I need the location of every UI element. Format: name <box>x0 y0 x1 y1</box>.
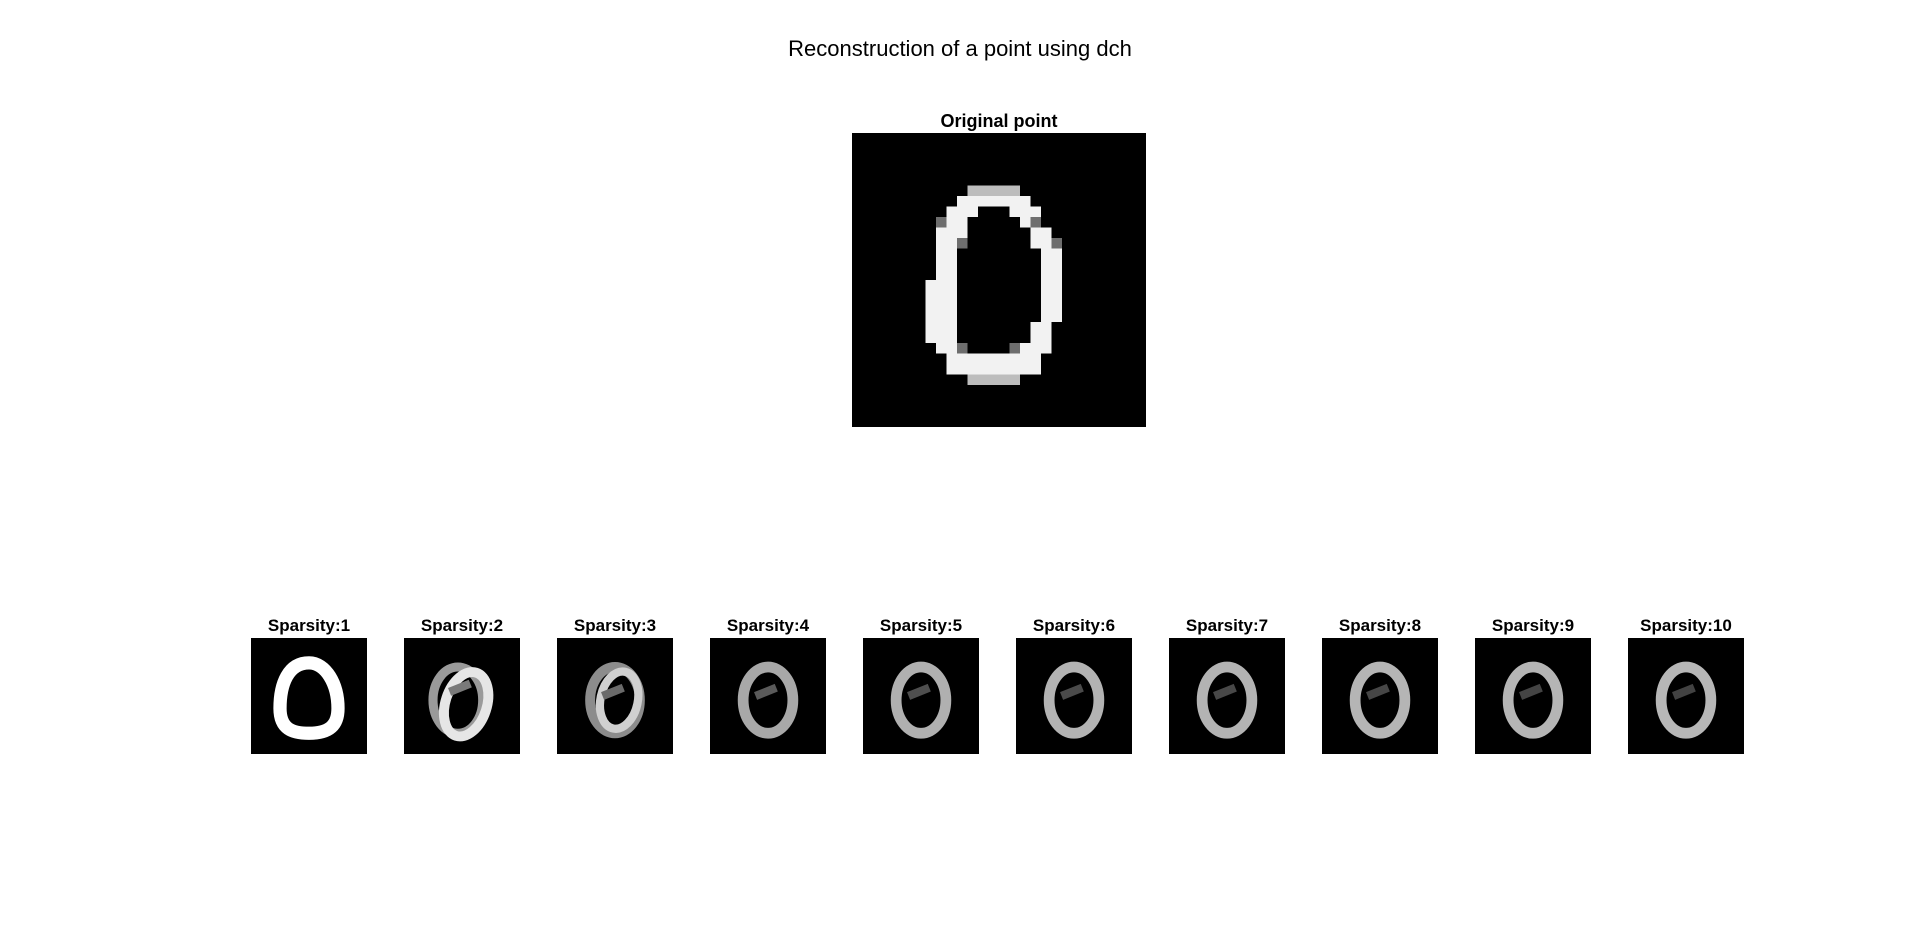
reconstruction-panel: Sparsity:3 <box>557 614 673 754</box>
reconstruction-title: Sparsity:2 <box>420 616 504 635</box>
reconstruction-title: Sparsity:10 <box>1640 616 1732 635</box>
reconstruction-panel: Sparsity:5 <box>863 614 979 754</box>
reconstruction-image <box>1322 638 1438 754</box>
original-panel: Original point <box>852 109 1146 427</box>
reconstruction-title: Sparsity:7 <box>1185 616 1269 635</box>
reconstruction-title: Sparsity:6 <box>1032 616 1116 635</box>
reconstruction-image <box>1475 638 1591 754</box>
reconstruction-image <box>1169 638 1285 754</box>
reconstruction-panel: Sparsity:7 <box>1169 614 1285 754</box>
reconstruction-image <box>863 638 979 754</box>
reconstruction-panel: Sparsity:2 <box>404 614 520 754</box>
reconstruction-panel: Sparsity:1 <box>251 614 367 754</box>
reconstruction-panel: Sparsity:10 <box>1628 614 1744 754</box>
reconstruction-panel: Sparsity:8 <box>1322 614 1438 754</box>
original-digit-image <box>852 133 1146 427</box>
reconstruction-title: Sparsity:8 <box>1338 616 1422 635</box>
reconstruction-image <box>1016 638 1132 754</box>
reconstruction-panel: Sparsity:4 <box>710 614 826 754</box>
reconstruction-panel: Sparsity:9 <box>1475 614 1591 754</box>
original-title: Original point <box>940 111 1058 131</box>
reconstruction-image <box>710 638 826 754</box>
reconstruction-image <box>404 638 520 754</box>
reconstruction-panel: Sparsity:6 <box>1016 614 1132 754</box>
reconstruction-image <box>251 638 367 754</box>
reconstruction-image <box>557 638 673 754</box>
reconstruction-title: Sparsity:3 <box>573 616 657 635</box>
reconstruction-title: Sparsity:9 <box>1491 616 1575 635</box>
reconstruction-title: Sparsity:1 <box>267 616 351 635</box>
figure-title: Reconstruction of a point using dch <box>788 36 1132 61</box>
reconstruction-title: Sparsity:4 <box>726 616 810 635</box>
reconstruction-title: Sparsity:5 <box>879 616 963 635</box>
reconstruction-image <box>1628 638 1744 754</box>
